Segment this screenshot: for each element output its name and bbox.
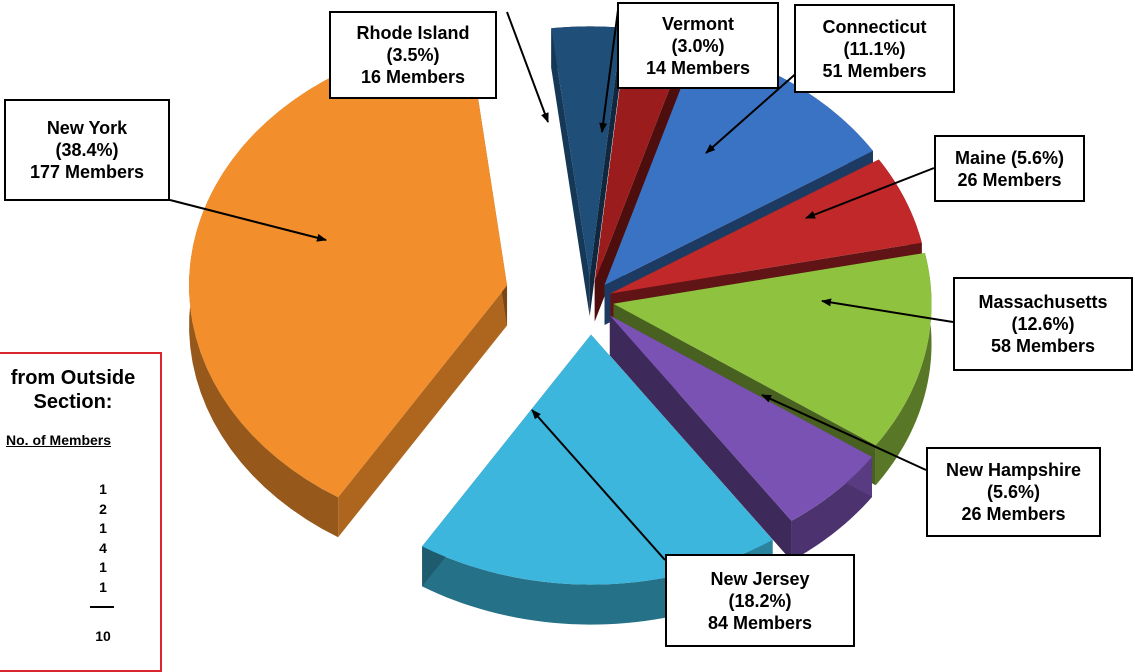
slice-members: 26 Members bbox=[957, 169, 1062, 190]
slice-members: 51 Members bbox=[822, 60, 927, 81]
leader-arrow-connecticut bbox=[705, 69, 801, 154]
slice-name: Massachusetts bbox=[978, 292, 1108, 312]
outside-section-panel: from Outside Section: No. of Members 1 2… bbox=[0, 352, 162, 672]
slice-cut-face bbox=[609, 315, 792, 561]
side-value: 1 bbox=[99, 481, 107, 497]
slice-percent: (3.5%) bbox=[386, 45, 440, 65]
slice-members: 177 Members bbox=[29, 162, 145, 182]
slice-name: Rhode Island bbox=[356, 23, 470, 43]
slice-name: Vermont bbox=[661, 13, 735, 34]
leader-arrow-new-york bbox=[169, 199, 327, 242]
leader-arrow-vermont bbox=[599, 9, 619, 133]
side-value: 1 bbox=[99, 578, 107, 595]
side-value: 2 bbox=[99, 500, 107, 517]
slice-name: New Hampshire bbox=[945, 460, 1082, 480]
side-panel-title: from Outside Section: bbox=[0, 366, 148, 414]
slice-name: New York bbox=[46, 118, 128, 138]
label-vermont: Vermont (3.0%) 14 Members bbox=[617, 2, 779, 89]
slice-top-face bbox=[610, 159, 922, 294]
pie-slice-new-jersey bbox=[422, 334, 773, 625]
slice-members: 84 Members bbox=[707, 612, 813, 633]
slice-top-face bbox=[189, 37, 508, 498]
label-new-york: New York (38.4%) 177 Members bbox=[4, 99, 170, 201]
slice-cut-face bbox=[589, 27, 622, 317]
pie-slice-rhode-island bbox=[551, 26, 622, 317]
slice-name: New Jersey bbox=[710, 568, 810, 589]
label-new-hampshire: New Hampshire (5.6%) 26 Members bbox=[926, 447, 1101, 537]
slice-top-face bbox=[604, 45, 873, 285]
label-new-jersey: New Jersey (18.2%) 84 Members bbox=[665, 554, 855, 647]
side-title-line2: Section: bbox=[33, 391, 113, 413]
slice-percent: (18.2%) bbox=[728, 590, 792, 611]
pie-chart bbox=[169, 9, 954, 625]
slice-top-face bbox=[609, 315, 873, 521]
slice-top-face bbox=[551, 26, 622, 277]
side-value: 1 bbox=[99, 520, 107, 536]
label-connecticut: Connecticut (11.1%) 51 Members bbox=[794, 4, 955, 93]
leader-arrow-massachusetts bbox=[821, 298, 954, 323]
label-rhode-island: Rhode Island (3.5%) 16 Members bbox=[329, 11, 497, 99]
side-column-header: No. of Members bbox=[6, 432, 112, 448]
slice-name: Connecticut bbox=[822, 16, 927, 37]
slice-percent: (11.1%) bbox=[843, 38, 906, 59]
label-massachusetts: Massachusetts (12.6%) 58 Members bbox=[953, 277, 1133, 371]
side-value: 4 bbox=[99, 539, 107, 556]
slice-members: 14 Members bbox=[645, 57, 751, 78]
side-values-list: 1 2 1 4 1 1 bbox=[88, 480, 118, 597]
leader-arrow-new-hampshire bbox=[761, 394, 927, 471]
slice-percent: (3.0%) bbox=[671, 35, 725, 56]
slice-top-face bbox=[613, 252, 932, 446]
slice-percent: (5.6%) bbox=[986, 482, 1040, 502]
slice-cut-face bbox=[338, 285, 508, 538]
total-divider bbox=[90, 606, 114, 608]
label-maine: Maine (5.6%) 26 Members bbox=[934, 135, 1085, 202]
slice-top-face bbox=[422, 334, 773, 585]
leader-arrow-maine bbox=[805, 167, 935, 219]
slice-members: 26 Members bbox=[961, 504, 1066, 524]
side-total: 10 bbox=[95, 628, 111, 644]
slice-members: 16 Members bbox=[360, 67, 466, 87]
slice-cut-face bbox=[551, 28, 590, 317]
side-value: 1 bbox=[99, 559, 107, 575]
leader-arrow-rhode-island bbox=[506, 11, 549, 123]
side-title-line1: from Outside bbox=[10, 367, 136, 389]
pie-slice-maine bbox=[610, 159, 922, 334]
pie-slice-new-york bbox=[189, 37, 508, 538]
slice-percent: (12.6%) bbox=[1011, 314, 1075, 334]
slice-members: 58 Members bbox=[990, 336, 1096, 356]
slice-name: Maine (5.6%) bbox=[954, 147, 1065, 168]
slice-percent: (38.4%) bbox=[55, 140, 119, 160]
leader-arrow-new-jersey bbox=[531, 409, 666, 561]
pie-slice-new-hampshire bbox=[609, 315, 873, 561]
slice-top-face bbox=[594, 32, 688, 282]
